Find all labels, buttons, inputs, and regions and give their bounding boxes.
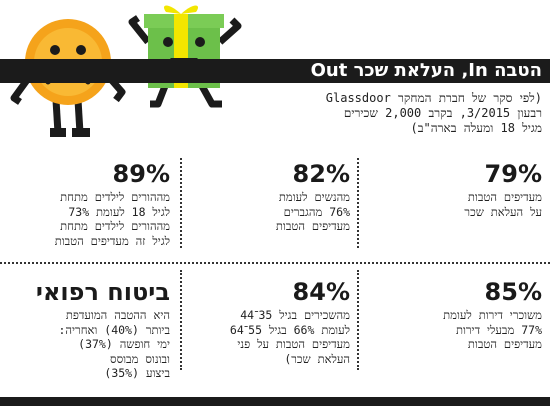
vertical-divider xyxy=(180,270,182,370)
vertical-divider xyxy=(357,270,359,370)
stat-block: 89% מההורים לילדים מתחת לגיל 18 לעומת 73… xyxy=(5,160,170,248)
stat-line: 76% מהגברים xyxy=(283,204,350,219)
stat-line: 77% מבעלי דירות xyxy=(455,322,542,337)
stat-value: 89% xyxy=(112,160,170,188)
stat-description: מהנשים לעומת 76% מהגברים מעדיפים הטבות xyxy=(200,190,350,234)
stat-line: לגיל זה מעדיפים הטבות xyxy=(54,233,170,248)
stat-block: 79% מעדיפים הטבות על העלאת שכר xyxy=(392,160,542,219)
stat-description: מעדיפים הטבות על העלאת שכר xyxy=(392,190,542,219)
stat-line: מעדיפים הטבות xyxy=(467,337,542,351)
stat-value: 82% xyxy=(292,160,350,188)
stat-line: ביצוע (35%) xyxy=(104,366,170,380)
stat-line: היא ההטבה המועדפת xyxy=(65,308,170,322)
stat-line: לגיל 18 לעומת 73% xyxy=(68,204,170,219)
stat-line: ובונוס מבוסס xyxy=(110,351,170,366)
stat-block: 84% מהשכירים בגיל 35־44 לעומת 66% בגיל 5… xyxy=(200,278,350,366)
header-bar: הטבה In, העלאת שכר Out xyxy=(0,59,550,83)
stat-description: משוכרי דירות לעומת 77% מבעלי דירות מעדיפ… xyxy=(392,308,542,352)
stat-line: משוכרי דירות לעומת xyxy=(443,308,542,322)
stat-description: מההורים לילדים מתחת לגיל 18 לעומת 73% מה… xyxy=(5,190,170,248)
stat-line: מעדיפים הטבות על פני xyxy=(237,337,350,351)
stat-line: מהשכירים בגיל 35־44 xyxy=(240,308,350,322)
stat-line: מהנשים לעומת xyxy=(278,190,350,204)
stat-value: 79% xyxy=(484,160,542,188)
vertical-divider xyxy=(180,158,182,248)
page-title: הטבה In, העלאת שכר Out xyxy=(310,60,542,81)
stat-value: 85% xyxy=(484,278,542,306)
stat-line: מההורים לילדים מתחת xyxy=(60,190,170,204)
stat-line: מההורים לילדים מתחת xyxy=(60,219,170,233)
stat-value: ביטוח רפואי xyxy=(35,278,170,306)
stat-line: ביותר (40%) ואחריה: xyxy=(58,322,171,337)
stat-value: 84% xyxy=(292,278,350,306)
stat-block: 85% משוכרי דירות לעומת 77% מבעלי דירות מ… xyxy=(392,278,542,352)
bottom-bar xyxy=(0,397,550,406)
stat-line: ימי חופשה (37%) xyxy=(78,337,170,351)
stat-description: היא ההטבה המועדפת ביותר (40%) ואחריה: ימ… xyxy=(5,308,171,381)
stat-line: מעדיפים הטבות xyxy=(275,219,350,233)
subtitle-line: (לפי סקר של חברת המחקר Glassdoor xyxy=(325,91,542,105)
vertical-divider xyxy=(357,158,359,248)
horizontal-divider xyxy=(0,262,550,264)
subtitle-line: מגיל 18 ומעלה בארה"ב) xyxy=(410,121,542,135)
subtitle-line: רבעון 3/2015, בקרב 2,000 שכירים xyxy=(343,106,542,120)
gift-icon xyxy=(128,5,242,108)
survey-source-note: (לפי סקר של חברת המחקר Glassdoor רבעון 3… xyxy=(252,91,542,136)
stat-line: לעומת 66% בגיל 55־64 xyxy=(229,322,350,337)
stat-block: 82% מהנשים לעומת 76% מהגברים מעדיפים הטב… xyxy=(200,160,350,234)
stat-block: ביטוח רפואי היא ההטבה המועדפת ביותר (40%… xyxy=(5,278,170,381)
stat-description: מהשכירים בגיל 35־44 לעומת 66% בגיל 55־64… xyxy=(200,308,350,366)
stat-line: העלאת שכר) xyxy=(284,351,350,366)
stat-line: על העלאת שכר xyxy=(464,204,542,219)
stat-line: מעדיפים הטבות xyxy=(467,190,542,204)
